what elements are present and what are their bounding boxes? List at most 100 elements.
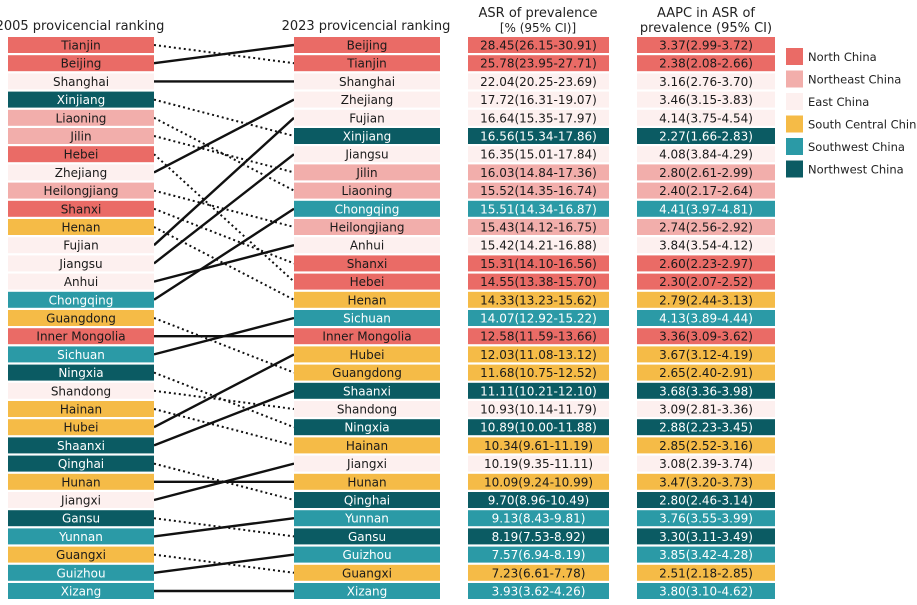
rank2023-yunnan-label: Yunnan	[344, 512, 389, 526]
aapc-zhejiang-box	[637, 91, 775, 108]
asr-zhejiang-label: 17.72(16.31-19.07)	[480, 93, 597, 107]
rank2005-jilin-box	[8, 128, 154, 144]
rank2023-jiangxi-label: Jiangxi	[346, 457, 387, 471]
rank2023-shanxi-box	[294, 255, 440, 272]
rank2023-xizang-box	[294, 583, 440, 599]
connector-hubei	[153, 353, 295, 429]
connector-henan	[153, 226, 295, 301]
rank2023-liaoning-box	[294, 182, 440, 199]
rank2005-beijing-label: Beijing	[61, 57, 102, 71]
rank2023-chongqing-box	[294, 200, 440, 217]
rank2005-jiangsu-box	[8, 255, 154, 272]
asr-shandong-label: 10.93(10.14-11.79)	[480, 403, 597, 417]
rank2023-fujian-box	[294, 109, 440, 126]
connector-chongqing	[153, 207, 295, 301]
rank2005-shandong-label: Shandong	[51, 384, 111, 398]
asr-henan-box	[468, 291, 609, 308]
rank2005-tianjin-label: Tianjin	[60, 39, 101, 53]
asr-ningxia-label: 10.89(10.00-11.88)	[480, 421, 597, 435]
rank2023-guangdong-label: Guangdong	[332, 366, 402, 380]
rank2005-heilongjiang-label: Heilongjiang	[44, 184, 119, 198]
aapc-xinjiang-label: 2.27(1.66-2.83)	[659, 130, 753, 144]
asr-chongqing-box	[468, 200, 609, 217]
rank2005-chongqing-box	[8, 291, 154, 308]
rank2023-tianjin-box	[294, 55, 440, 72]
aapc-liaoning-box	[637, 182, 775, 199]
asr-jiangxi-label: 10.19(9.35-11.11)	[484, 457, 593, 471]
aapc-jiangsu-box	[637, 146, 775, 163]
connector-hainan	[153, 408, 295, 447]
rank2005-qinghai-box	[8, 455, 154, 472]
connector-shandong	[153, 389, 295, 410]
rank2005-jiangsu-label: Jiangsu	[58, 257, 102, 271]
rank2023-shaanxi-label: Shaanxi	[343, 384, 391, 398]
rank2023-gansu-box	[294, 528, 440, 545]
aapc-guangdong-label: 2.65(2.40-2.91)	[659, 366, 753, 380]
aapc-qinghai-label: 2.80(2.46-3.14)	[659, 494, 753, 508]
rank2023-qinghai-box	[294, 492, 440, 508]
asr-guizhou-box	[468, 546, 609, 563]
rank2023-ningxia-box	[294, 419, 440, 436]
rank2005-hubei-box	[8, 419, 154, 436]
asr-guangdong-box	[468, 364, 609, 381]
header-asr-line1: ASR of prevalence	[479, 6, 598, 21]
rank2023-hebei-box	[294, 273, 440, 290]
aapc-anhui-label: 3.84(3.54-4.12)	[659, 239, 753, 253]
rank2023-guizhou-label: Guizhou	[342, 548, 391, 562]
rank2023-tianjin-label: Tianjin	[346, 57, 387, 71]
aapc-shaanxi-box	[637, 382, 775, 399]
asr-sichuan-box	[468, 310, 609, 326]
asr-hainan-box	[468, 437, 609, 454]
asr-qinghai-box	[468, 492, 609, 508]
aapc-guangdong-box	[637, 364, 775, 381]
connector-hebei	[153, 153, 295, 283]
aapc-tianjin-box	[637, 55, 775, 72]
aapc-ningxia-label: 2.88(2.23-3.45)	[659, 421, 753, 435]
aapc-inner-mongolia-label: 3.36(3.09-3.62)	[659, 330, 753, 344]
rank2005-sichuan-box	[8, 346, 154, 363]
rank2005-hunan-box	[8, 473, 154, 490]
rank2005-guangxi-box	[8, 546, 154, 563]
rank2005-xizang-label: Xizang	[61, 585, 101, 599]
rank2005-guizhou-box	[8, 564, 154, 581]
rank2023-heilongjiang-label: Heilongjiang	[330, 221, 405, 235]
rank2005-sichuan-label: Sichuan	[57, 348, 105, 362]
rank2023-sichuan-box	[294, 310, 440, 326]
asr-yunnan-box	[468, 510, 609, 527]
rank2023-ningxia-label: Ningxia	[344, 421, 389, 435]
connector-liaoning	[153, 116, 295, 192]
aapc-jiangsu-label: 4.08(3.84-4.29)	[659, 148, 753, 162]
asr-jiangxi-box	[468, 455, 609, 472]
rank2005-xinjiang-box	[8, 91, 154, 108]
rank2005-shandong-box	[8, 382, 154, 399]
asr-beijing-box	[468, 37, 609, 53]
rank2005-xinjiang-label: Xinjiang	[57, 93, 105, 107]
connector-guizhou	[153, 553, 295, 574]
rank2023-xinjiang-label: Xinjiang	[343, 130, 391, 144]
asr-guangdong-label: 11.68(10.75-12.52)	[480, 366, 597, 380]
rank2005-hebei-label: Hebei	[64, 148, 99, 162]
asr-heilongjiang-label: 15.43(14.12-16.75)	[480, 221, 597, 235]
asr-gansu-box	[468, 528, 609, 545]
aapc-guangxi-box	[637, 564, 775, 581]
rank2005-shanghai-label: Shanghai	[53, 75, 109, 89]
asr-xizang-box	[468, 583, 609, 599]
rank2005-liaoning-label: Liaoning	[56, 111, 107, 125]
asr-ningxia-box	[468, 419, 609, 436]
rank2005-fujian-box	[8, 237, 154, 254]
aapc-shanghai-box	[637, 73, 775, 90]
rank2023-shaanxi-box	[294, 382, 440, 399]
rank2005-shaanxi-box	[8, 437, 154, 454]
rank2005-gansu-box	[8, 510, 154, 527]
aapc-shanxi-box	[637, 255, 775, 272]
rank2023-xinjiang-box	[294, 128, 440, 144]
asr-shanghai-label: 22.04(20.25-23.69)	[480, 75, 597, 89]
legend-label-north-china: North China	[808, 50, 877, 64]
legend-swatch-northeast-china	[786, 70, 803, 88]
rank2023-anhui-label: Anhui	[350, 239, 384, 253]
rank2005-ningxia-label: Ningxia	[58, 366, 103, 380]
rank2005-zhejiang-label: Zhejiang	[55, 166, 107, 180]
rank2023-hainan-box	[294, 437, 440, 454]
connector-fujian	[153, 116, 295, 247]
connector-shanxi	[153, 207, 295, 265]
